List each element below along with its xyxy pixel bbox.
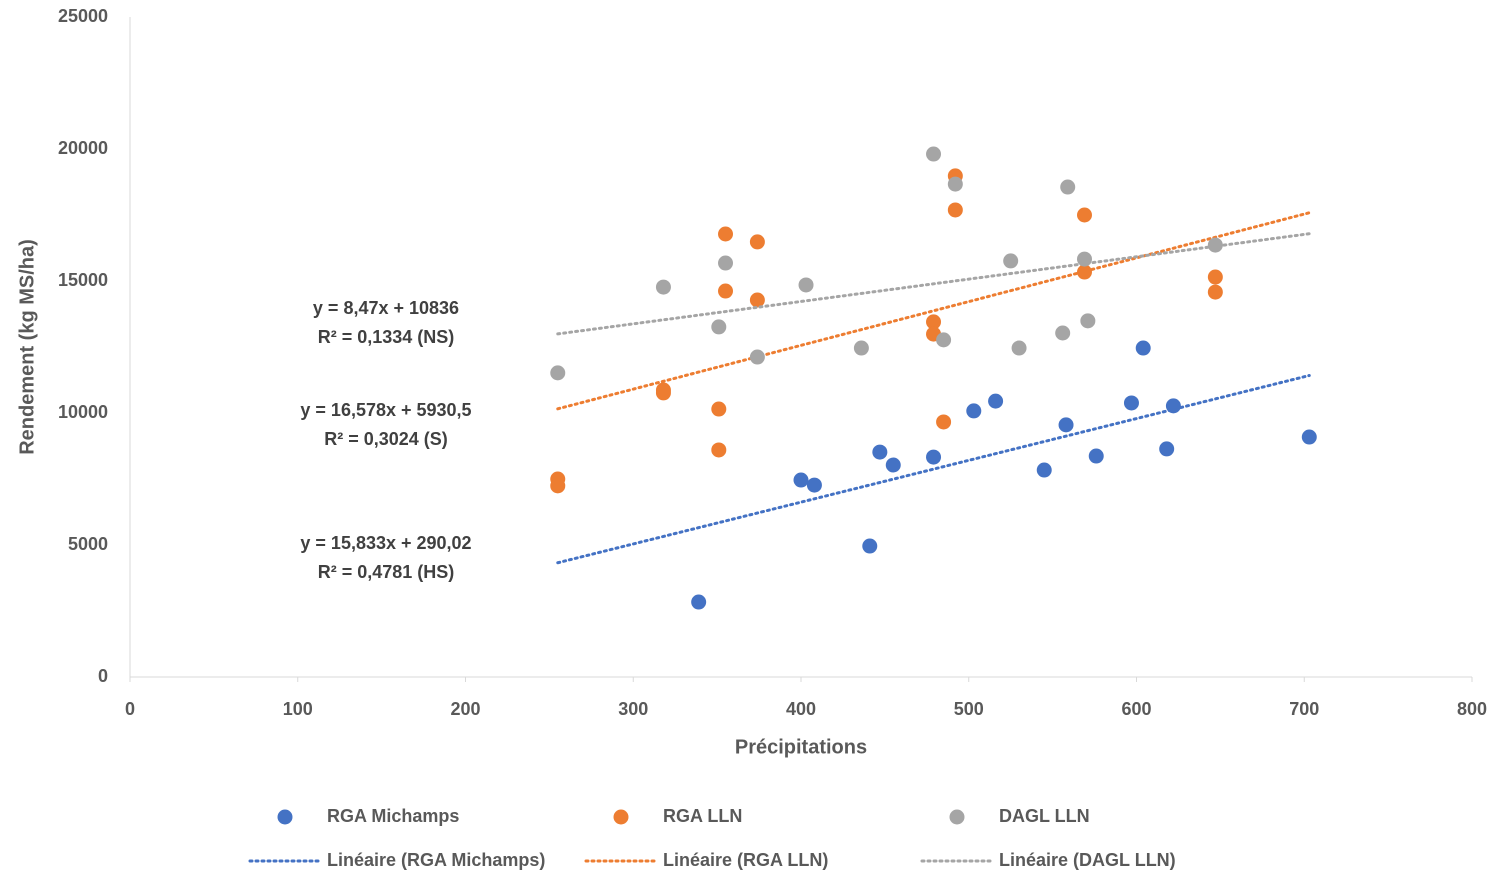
point [862,539,877,554]
point [1136,341,1151,356]
x-tick-label: 200 [450,699,480,719]
trend-equation: y = 15,833x + 290,02 [300,533,471,553]
point [1208,238,1223,253]
legend-label: RGA LLN [663,806,742,826]
point [691,595,706,610]
point [718,227,733,242]
point [1059,417,1074,432]
point [1012,341,1027,356]
point [926,147,941,162]
point [1089,449,1104,464]
x-axis-label: Précipitations [735,736,867,758]
point [550,365,565,380]
point [988,394,1003,409]
point [711,319,726,334]
point [948,177,963,192]
point [656,385,671,400]
legend-trend-label: Linéaire (RGA Michamps) [327,850,545,870]
point [807,478,822,493]
point [1077,252,1092,267]
x-tick-label: 100 [283,699,313,719]
trend-r2: R² = 0,1334 (NS) [318,327,455,347]
legend-trend-label: Linéaire (DAGL LLN) [999,850,1176,870]
point [1124,395,1139,410]
point [799,277,814,292]
trend-equation: y = 8,47x + 10836 [313,298,459,318]
legend-trend-label: Linéaire (RGA LLN) [663,850,828,870]
trendline [558,375,1310,562]
trendline [558,213,1310,409]
trend-equation: y = 16,578x + 5930,5 [300,400,471,420]
point [718,256,733,271]
trend-r2: R² = 0,3024 (S) [324,429,448,449]
point [718,284,733,299]
x-tick-label: 500 [954,699,984,719]
point [1060,180,1075,195]
y-tick-label: 25000 [58,6,108,26]
point [926,450,941,465]
point [1003,253,1018,268]
point [656,280,671,295]
y-tick-label: 15000 [58,270,108,290]
point [1208,285,1223,300]
legend-marker [614,810,629,825]
point [936,332,951,347]
x-tick-label: 600 [1121,699,1151,719]
point [711,402,726,417]
point [711,442,726,457]
x-tick-label: 0 [125,699,135,719]
x-tick-label: 800 [1457,699,1487,719]
point [966,403,981,418]
point [1302,430,1317,445]
point [936,414,951,429]
trend-r2: R² = 0,4781 (HS) [318,562,455,582]
point [1166,398,1181,413]
x-tick-label: 700 [1289,699,1319,719]
point [1080,313,1095,328]
y-tick-label: 20000 [58,138,108,158]
point [1037,463,1052,478]
point [550,478,565,493]
point [750,293,765,308]
point [1077,265,1092,280]
legend-label: DAGL LLN [999,806,1090,826]
point [948,202,963,217]
point [1077,208,1092,223]
point [854,341,869,356]
point [886,458,901,473]
point [794,473,809,488]
x-tick-label: 300 [618,699,648,719]
point [1208,270,1223,285]
y-tick-label: 5000 [68,534,108,554]
chart: Précipitations Rendement (kg MS/ha) 0 500… [0,0,1491,875]
point [1055,326,1070,341]
y-axis-label: Rendement (kg MS/ha) [16,239,38,455]
point [1159,441,1174,456]
point [750,234,765,249]
x-tick-label: 400 [786,699,816,719]
legend-marker [950,810,965,825]
point [750,350,765,365]
legend-marker [278,810,293,825]
point [872,445,887,460]
y-tick-label: 10000 [58,402,108,422]
legend-label: RGA Michamps [327,806,459,826]
y-tick-label: 0 [98,666,108,686]
